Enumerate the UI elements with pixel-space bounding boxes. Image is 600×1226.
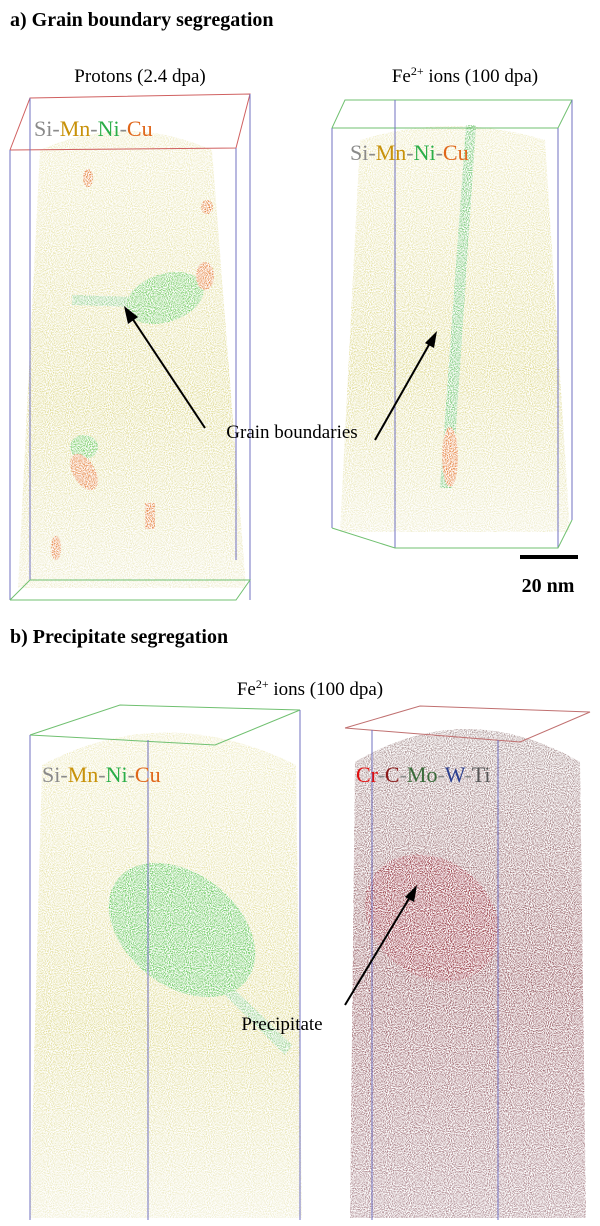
element-name: Ti: [472, 762, 491, 787]
element-legend: Si-Mn-Ni-Cu: [42, 762, 161, 787]
scale-label: 20 nm: [522, 575, 575, 597]
separator: -: [52, 116, 59, 141]
shape: [201, 200, 213, 214]
separator: -: [120, 116, 127, 141]
separator: -: [464, 762, 471, 787]
separator: -: [60, 762, 67, 787]
element-name: C: [385, 762, 400, 787]
element-legend: Si-Mn-Ni-Cu: [34, 116, 153, 141]
element-name: Si: [350, 140, 368, 165]
separator: -: [406, 140, 413, 165]
shape: [442, 427, 458, 487]
separator: -: [400, 762, 407, 787]
element-name: Cu: [127, 116, 153, 141]
panel-label: Fe2+ ions (100 dpa): [237, 677, 383, 700]
annotation: Precipitate: [241, 1014, 322, 1035]
separator: -: [90, 116, 97, 141]
charge: 2+: [411, 64, 424, 78]
shape: [51, 536, 61, 560]
separator: -: [368, 140, 375, 165]
shape: [18, 131, 246, 588]
element-name: Ni: [98, 116, 120, 141]
panel-label: Protons (2.4 dpa): [74, 66, 205, 87]
apt-reconstruction: [340, 125, 570, 532]
label-text: ions (100 dpa): [424, 66, 539, 87]
label-text: ions (100 dpa): [269, 679, 384, 700]
species: Fe: [237, 679, 256, 700]
element-name: Mn: [376, 140, 407, 165]
figure: a) Grain boundary segregation Protons (2…: [0, 0, 600, 1226]
shape: [196, 262, 214, 290]
shape: [145, 503, 155, 529]
element-name: Si: [42, 762, 60, 787]
element-name: Cr: [356, 762, 379, 787]
species: Fe: [392, 66, 411, 87]
panel-title: a) Grain boundary segregation: [10, 9, 274, 31]
separator: -: [436, 140, 443, 165]
shape: [72, 295, 135, 307]
element-name: Mn: [68, 762, 99, 787]
apt-reconstruction: [30, 733, 302, 1219]
element-name: W: [445, 762, 466, 787]
separator: -: [98, 762, 105, 787]
apt-reconstruction: [18, 131, 246, 588]
element-name: Mn: [60, 116, 91, 141]
element-legend: Cr-C-Mo-W-Ti: [356, 762, 490, 787]
apt-reconstruction: [340, 729, 586, 1218]
element-legend: Si-Mn-Ni-Cu: [350, 140, 469, 165]
charge: 2+: [256, 677, 269, 691]
panel-label: Fe2+ ions (100 dpa): [392, 64, 538, 87]
panel-title: b) Precipitate segregation: [10, 626, 228, 648]
element-name: Ni: [414, 140, 436, 165]
shape: [83, 169, 93, 187]
separator: -: [378, 762, 385, 787]
annotation: Grain boundaries: [226, 422, 357, 443]
element-name: Mo: [407, 762, 438, 787]
separator: -: [128, 762, 135, 787]
element-name: Cu: [443, 140, 469, 165]
element-name: Si: [34, 116, 52, 141]
separator: -: [437, 762, 444, 787]
element-name: Ni: [106, 762, 128, 787]
element-name: Cu: [135, 762, 161, 787]
shape: [332, 100, 572, 128]
